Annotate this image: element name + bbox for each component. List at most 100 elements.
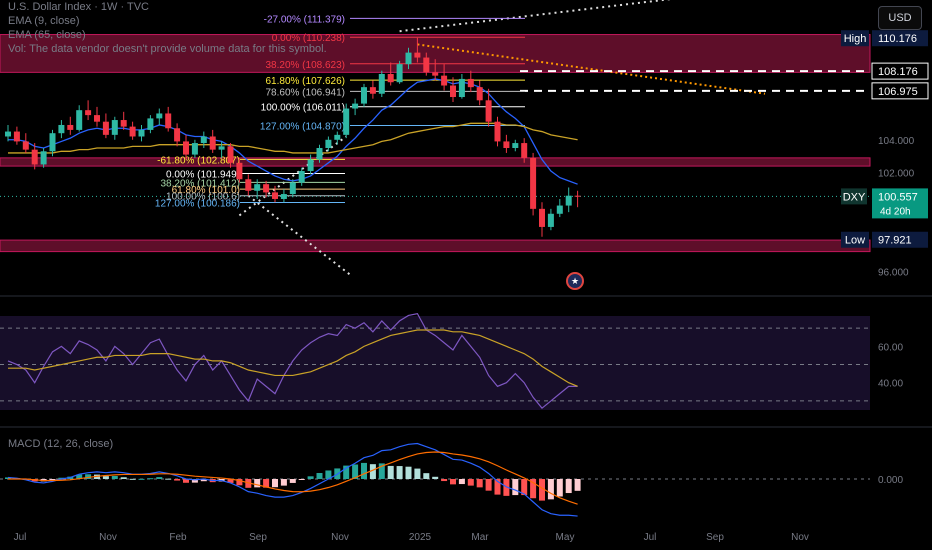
- candle-body: [272, 192, 278, 199]
- candle-body: [209, 136, 216, 150]
- candle-body: [352, 103, 359, 109]
- macd-histogram-bar: [236, 479, 243, 486]
- price-tag-bg: [841, 188, 867, 205]
- zone-2: [0, 239, 871, 253]
- macd-line: [7, 442, 578, 517]
- us-flag-event-icon[interactable]: ★: [566, 272, 584, 290]
- descending-trendline: [417, 43, 766, 95]
- candle-body: [85, 110, 92, 116]
- currency-button[interactable]: USD: [878, 6, 922, 30]
- candle-body: [547, 213, 554, 227]
- x-tick-label: Nov: [99, 532, 117, 543]
- rsi-tick: 40.00: [878, 379, 903, 390]
- macd-tick: 0.000: [878, 475, 903, 486]
- price-tag-label: Low: [845, 235, 865, 247]
- fib-top-label-2: 38.20% (108.623): [265, 60, 345, 71]
- macd-histogram-bar: [58, 477, 65, 479]
- price-tag-value-bg: [871, 62, 929, 80]
- macd-histogram-bar: [280, 479, 287, 486]
- macd-histogram-bar: [352, 464, 359, 479]
- macd-histogram-bar: [102, 476, 109, 479]
- candle-body: [343, 108, 350, 135]
- candle-body: [67, 124, 74, 130]
- candle-body: [49, 133, 56, 152]
- macd-histogram-bar: [494, 479, 501, 495]
- macd-histogram-bar: [227, 479, 234, 483]
- macd-histogram-bar: [254, 479, 261, 488]
- candle-body: [512, 143, 519, 148]
- macd-label[interactable]: MACD (12, 26, close): [8, 438, 114, 450]
- candle-body: [156, 113, 163, 119]
- candle-body: [31, 149, 38, 165]
- candle-body: [450, 85, 456, 98]
- candle-body: [227, 146, 234, 163]
- candle-body: [22, 141, 29, 150]
- ema-slow-line: [8, 122, 578, 154]
- candle-body: [5, 131, 11, 137]
- macd-histogram-bar: [539, 479, 545, 501]
- macd-histogram-bar: [298, 479, 305, 480]
- price-tick-label: 104.000: [878, 136, 915, 147]
- candle-body: [289, 182, 296, 195]
- fibonacci-levels: -27.00% (111.379) 0.00% (110.238) 38.20% (…: [155, 14, 525, 209]
- macd-histogram-bar: [147, 478, 154, 480]
- candle-body: [574, 195, 581, 197]
- candle-body: [361, 87, 367, 104]
- fib-top-label-6: 127.00% (104.870): [260, 121, 345, 132]
- macd-histogram-bar: [165, 478, 172, 480]
- rsi-ma-line: [8, 329, 578, 387]
- macd-histogram-bar: [565, 479, 572, 494]
- price-tag-value: 97.921: [878, 235, 912, 247]
- rsi-band: [0, 316, 870, 410]
- fib-top-label-3: 61.80% (107.626): [265, 76, 345, 87]
- candle-body: [503, 141, 510, 148]
- ema-fast-label[interactable]: EMA (9, close): [8, 15, 80, 27]
- candle-body: [441, 75, 448, 86]
- candle-body: [102, 121, 109, 135]
- x-tick-label: Feb: [169, 532, 187, 543]
- candle-body: [111, 120, 118, 135]
- candle-body: [423, 57, 430, 73]
- price-tick-label: 96.000: [878, 267, 909, 278]
- macd-histogram-bar: [138, 478, 145, 480]
- price-tag-value-bg: [872, 231, 928, 248]
- candle-body: [165, 113, 172, 129]
- ema-slow-label[interactable]: EMA (65, close): [8, 29, 86, 41]
- fib-top-label-0: -27.00% (111.379): [264, 14, 345, 25]
- candle-body: [191, 143, 198, 155]
- macd-histogram-bar: [405, 466, 412, 479]
- candle-body: [298, 171, 305, 183]
- fib-low-label-1: 0.00% (101.949): [166, 170, 240, 181]
- macd-histogram-bar: [423, 473, 430, 479]
- candle-body: [494, 121, 501, 142]
- macd-histogram-bar: [76, 474, 83, 479]
- macd-histogram-bar: [343, 465, 350, 479]
- candle-body: [556, 205, 563, 214]
- candle-body: [432, 72, 439, 76]
- fib-low-label-0: -61.80% (102.807): [157, 155, 240, 166]
- price-tag-label: DXY: [843, 191, 866, 203]
- candle-body: [183, 141, 189, 155]
- trendlines: [0, 0, 870, 276]
- price-axis: 60.00 40.00 0.000 Jul Nov Feb Sep Nov 2025 Mar May…: [14, 30, 929, 543]
- candle-body: [13, 131, 20, 142]
- volume-note: Vol: The data vendor doesn't provide vol…: [8, 43, 327, 55]
- macd-histogram-bar: [5, 477, 11, 479]
- x-tick-label: Mar: [471, 532, 489, 543]
- countdown-label: 4d 20h: [880, 206, 911, 217]
- macd-histogram-bar: [512, 479, 519, 496]
- macd-histogram-bar: [467, 479, 474, 486]
- candle-body: [521, 143, 528, 158]
- x-tick-label: 2025: [409, 532, 432, 543]
- macd-histogram-bar: [441, 479, 448, 482]
- macd-histogram-bar: [174, 479, 181, 481]
- macd-histogram-bar: [432, 476, 439, 479]
- fib-low-label-4: 100.00% (100.6): [166, 192, 240, 203]
- macd-histogram-bar: [200, 479, 207, 482]
- symbol-title[interactable]: U.S. Dollar Index · 1W · TVC: [8, 1, 149, 13]
- price-tag-bg: [841, 231, 869, 248]
- x-tick-label: Sep: [249, 532, 267, 543]
- fib-top-label-1: 0.00% (110.238): [272, 33, 345, 44]
- candle-body: [254, 184, 261, 191]
- price-tag-value-bg: [872, 188, 928, 219]
